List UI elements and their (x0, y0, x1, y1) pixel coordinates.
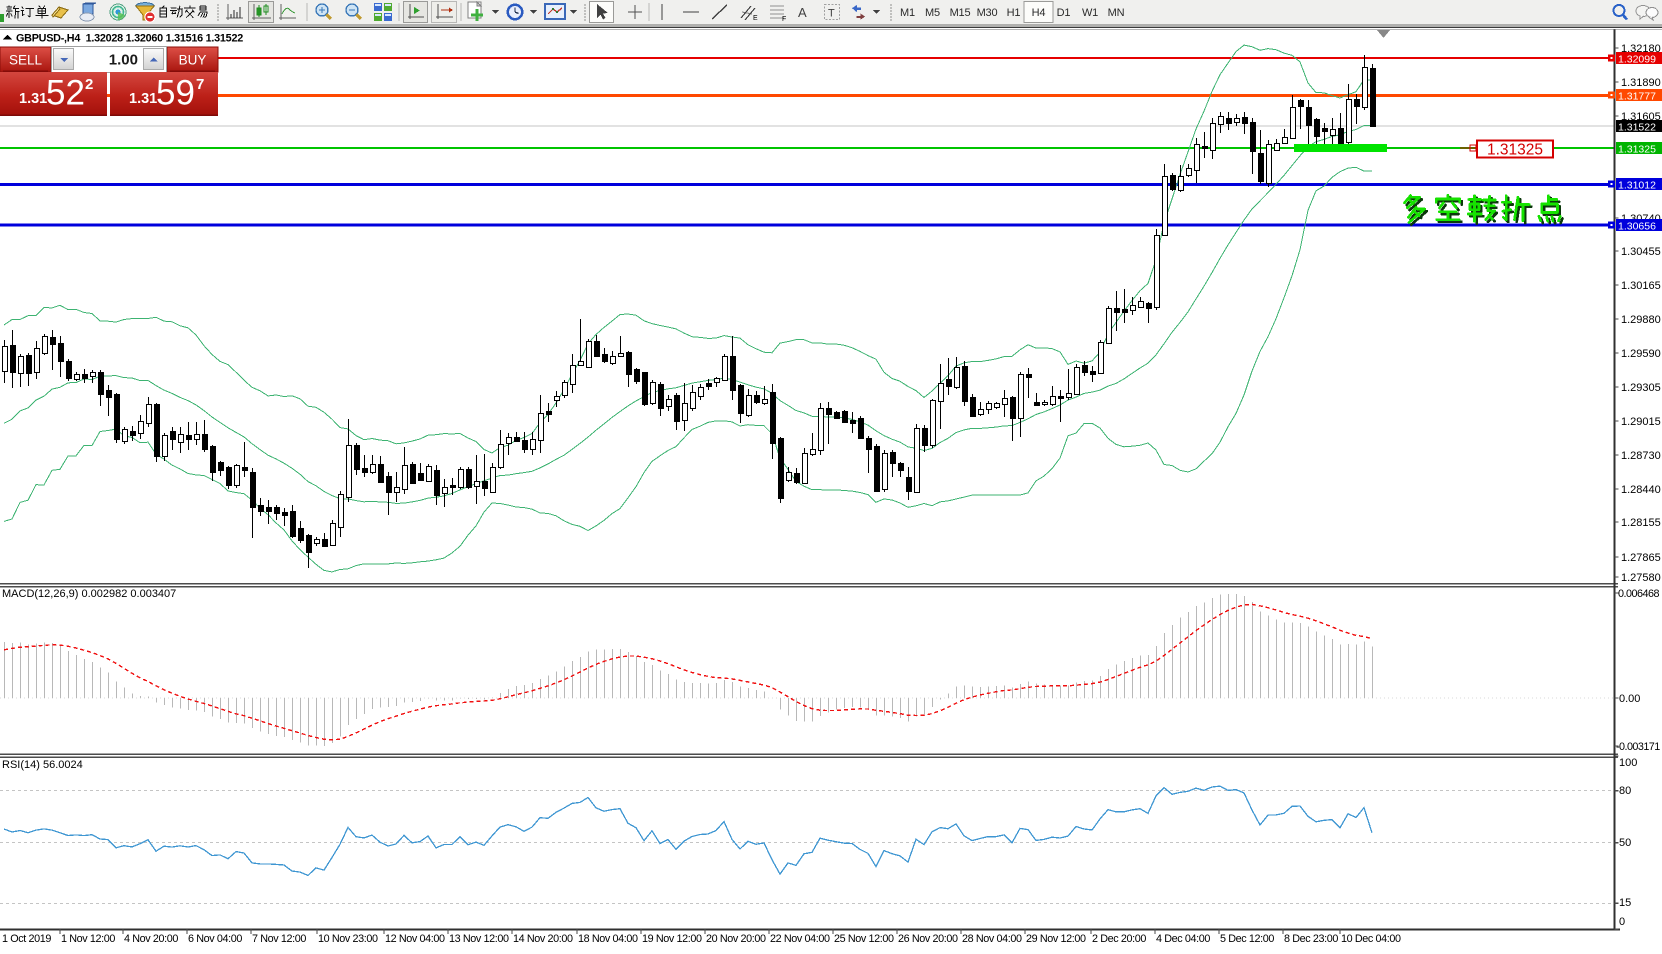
svg-text:28 Nov 04:00: 28 Nov 04:00 (962, 933, 1022, 945)
svg-text:M5: M5 (925, 7, 940, 19)
svg-text:1.28440: 1.28440 (1621, 484, 1661, 496)
svg-text:8 Dec 23:00: 8 Dec 23:00 (1284, 933, 1338, 945)
svg-text:1.30656: 1.30656 (1618, 221, 1656, 233)
svg-text:RSI(14) 56.0024: RSI(14) 56.0024 (2, 759, 83, 771)
svg-text:1.32099: 1.32099 (1618, 54, 1656, 66)
svg-text:50: 50 (1619, 837, 1631, 849)
svg-text:1.27580: 1.27580 (1621, 572, 1661, 584)
svg-text:1.31: 1.31 (129, 91, 157, 107)
svg-text:1.31325: 1.31325 (1487, 142, 1543, 159)
svg-text:2 Dec 20:00: 2 Dec 20:00 (1092, 933, 1146, 945)
svg-text:100: 100 (1619, 757, 1637, 769)
svg-text:W1: W1 (1082, 7, 1098, 19)
svg-text:5 Dec 12:00: 5 Dec 12:00 (1220, 933, 1274, 945)
svg-text:E: E (753, 15, 758, 22)
svg-text:1.28730: 1.28730 (1621, 450, 1661, 462)
svg-text:1.29305: 1.29305 (1621, 382, 1661, 394)
svg-text:29 Nov 12:00: 29 Nov 12:00 (1026, 933, 1086, 945)
svg-text:M15: M15 (950, 7, 971, 19)
svg-text:H4: H4 (1032, 7, 1046, 19)
svg-text:6 Nov 04:00: 6 Nov 04:00 (188, 933, 242, 945)
svg-text:59: 59 (156, 74, 195, 113)
svg-text:10 Nov 23:00: 10 Nov 23:00 (318, 933, 378, 945)
svg-text:MACD(12,26,9) 0.002982 0.00340: MACD(12,26,9) 0.002982 0.003407 (2, 588, 176, 600)
svg-text:F: F (782, 16, 786, 23)
svg-text:GBPUSD-,H4 1.32028 1.32060 1.: GBPUSD-,H4 1.32028 1.32060 1.31516 1.315… (16, 33, 243, 45)
svg-text:1.29880: 1.29880 (1621, 314, 1661, 326)
svg-text:1.28155: 1.28155 (1621, 517, 1661, 529)
svg-text:MN: MN (1108, 7, 1125, 19)
svg-text:1.27865: 1.27865 (1621, 552, 1661, 564)
svg-text:0: 0 (1619, 916, 1625, 928)
svg-text:1.31012: 1.31012 (1618, 180, 1656, 192)
svg-text:26 Nov 20:00: 26 Nov 20:00 (898, 933, 958, 945)
svg-text:1.31522: 1.31522 (1618, 122, 1656, 134)
svg-text:D1: D1 (1057, 7, 1071, 19)
svg-text:18 Nov 04:00: 18 Nov 04:00 (578, 933, 638, 945)
svg-text:BUY: BUY (179, 53, 207, 68)
svg-text:13 Nov 12:00: 13 Nov 12:00 (449, 933, 509, 945)
svg-text:1 Oct 2019: 1 Oct 2019 (2, 933, 51, 945)
svg-text:M30: M30 (977, 7, 998, 19)
svg-text:4 Nov 20:00: 4 Nov 20:00 (124, 933, 178, 945)
svg-text:H1: H1 (1007, 7, 1021, 19)
svg-text:7 Nov 12:00: 7 Nov 12:00 (252, 933, 306, 945)
svg-text:1.29590: 1.29590 (1621, 348, 1661, 360)
svg-text:22 Nov 04:00: 22 Nov 04:00 (770, 933, 830, 945)
svg-text:1.31777: 1.31777 (1618, 91, 1656, 103)
svg-text:0.006468: 0.006468 (1618, 588, 1660, 600)
svg-text:M1: M1 (900, 7, 915, 19)
svg-text:80: 80 (1619, 785, 1631, 797)
svg-text:4 Dec 04:00: 4 Dec 04:00 (1156, 933, 1210, 945)
svg-text:-0.003171: -0.003171 (1616, 741, 1660, 753)
svg-text:1 Nov 12:00: 1 Nov 12:00 (61, 933, 115, 945)
svg-text:1.00: 1.00 (109, 52, 138, 69)
svg-text:1.30455: 1.30455 (1621, 246, 1661, 258)
svg-text:14 Nov 20:00: 14 Nov 20:00 (513, 933, 573, 945)
svg-text:1.31: 1.31 (19, 91, 47, 107)
svg-text:SELL: SELL (9, 53, 43, 68)
svg-text:1.29015: 1.29015 (1621, 416, 1661, 428)
svg-text:1.31890: 1.31890 (1621, 77, 1661, 89)
svg-text:1.31325: 1.31325 (1618, 144, 1656, 156)
svg-text:10 Dec 04:00: 10 Dec 04:00 (1341, 933, 1401, 945)
svg-text:0.00: 0.00 (1619, 693, 1640, 705)
svg-text:52: 52 (46, 74, 85, 113)
svg-text:A: A (798, 5, 807, 20)
svg-text:15: 15 (1619, 897, 1631, 909)
svg-text:1.30165: 1.30165 (1621, 280, 1661, 292)
svg-text:19 Nov 12:00: 19 Nov 12:00 (642, 933, 702, 945)
svg-text:2: 2 (85, 76, 93, 93)
svg-text:12 Nov 04:00: 12 Nov 04:00 (385, 933, 445, 945)
svg-text:T: T (828, 8, 835, 20)
svg-text:25 Nov 12:00: 25 Nov 12:00 (834, 933, 894, 945)
svg-text:7: 7 (196, 76, 204, 93)
svg-text:20 Nov 20:00: 20 Nov 20:00 (706, 933, 766, 945)
